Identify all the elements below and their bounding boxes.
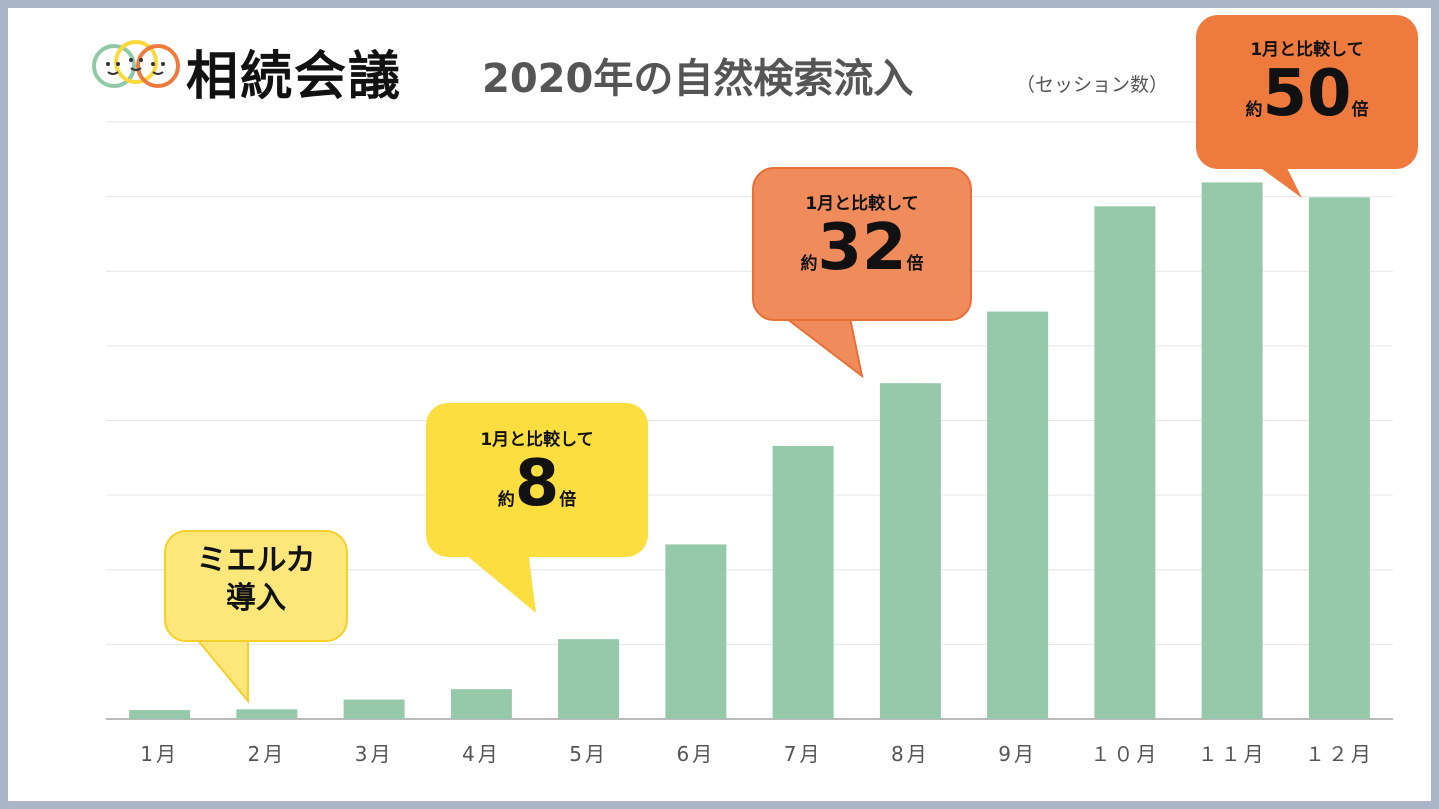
logo: 相続会議 [90,32,460,107]
bar-3 [343,699,405,719]
slide: 相続会議 2020年の自然検索流入 （セッション数） 1月 2月 3月 4月 5月 6月 7… [8,8,1431,801]
callout-8x-top: 1月と比較して [480,430,594,450]
x-tick-label: 1月 [140,742,179,766]
callout-32x: 1月と比較して 約32倍 [752,167,972,321]
callout-8x-value: 8 [514,447,560,521]
bar-1 [129,710,191,719]
callout-32x-prefix: 約 [800,254,818,274]
callout-8x-tail [460,550,536,613]
x-tick-label: 4月 [462,742,501,766]
callout-50x-top: 1月と比較して [1250,40,1364,60]
callout-50x-value: 50 [1262,57,1352,131]
callout-32x-suffix: 倍 [906,254,924,274]
bar-5 [558,639,620,719]
callout-50x-suffix: 倍 [1351,100,1369,120]
x-tick-label: 5月 [569,742,608,766]
callout-intro-line2: 導入 [226,580,286,616]
chart-title: 2020年の自然検索流入 [482,56,914,102]
callout-50x: 1月と比較して 約50倍 [1196,15,1418,169]
callout-8x-prefix: 約 [497,490,515,510]
x-tick-label: １０月 [1090,742,1159,766]
bar-6 [665,544,727,719]
x-tick-label: 3月 [355,742,394,766]
logo-faces-icon [92,40,180,88]
grid-lines [106,121,1393,720]
bar-10 [1094,206,1156,720]
x-tick-labels: 1月 2月 3月 4月 5月 6月 7月 8月 9月 １０月 １１月 １２月 [140,742,1374,766]
callout-50x-prefix: 約 [1245,100,1263,120]
logo-text: 相続会議 [186,46,403,107]
bar-12 [1308,197,1370,720]
callout-32x-value: 32 [817,211,907,285]
callout-50x-tail [1258,166,1302,198]
bars [129,182,1370,720]
bar-8 [879,383,941,719]
bar-chart: 1月 2月 3月 4月 5月 6月 7月 8月 9月 １０月 １１月 １２月 [106,121,1393,766]
bar-2 [236,709,298,719]
x-tick-label: １２月 [1305,742,1374,766]
callout-intro: ミエルカ 導入 [164,530,348,642]
x-tick-label: １１月 [1198,742,1267,766]
bar-7 [772,445,834,719]
x-tick-label: 6月 [677,742,716,766]
x-tick-label: 7月 [784,742,823,766]
bar-11 [1201,182,1263,720]
x-tick-label: 9月 [998,742,1037,766]
x-tick-label: 2月 [248,742,287,766]
callout-intro-line1: ミエルカ [196,543,316,578]
callout-8x: 1月と比較して 約8倍 [426,403,648,557]
callout-8x-suffix: 倍 [559,490,577,510]
bar-4 [450,689,512,719]
bar-9 [987,311,1049,719]
callout-32x-top: 1月と比較して [805,194,919,214]
x-tick-label: 8月 [891,742,930,766]
chart-subtitle: （セッション数） [1016,74,1169,96]
